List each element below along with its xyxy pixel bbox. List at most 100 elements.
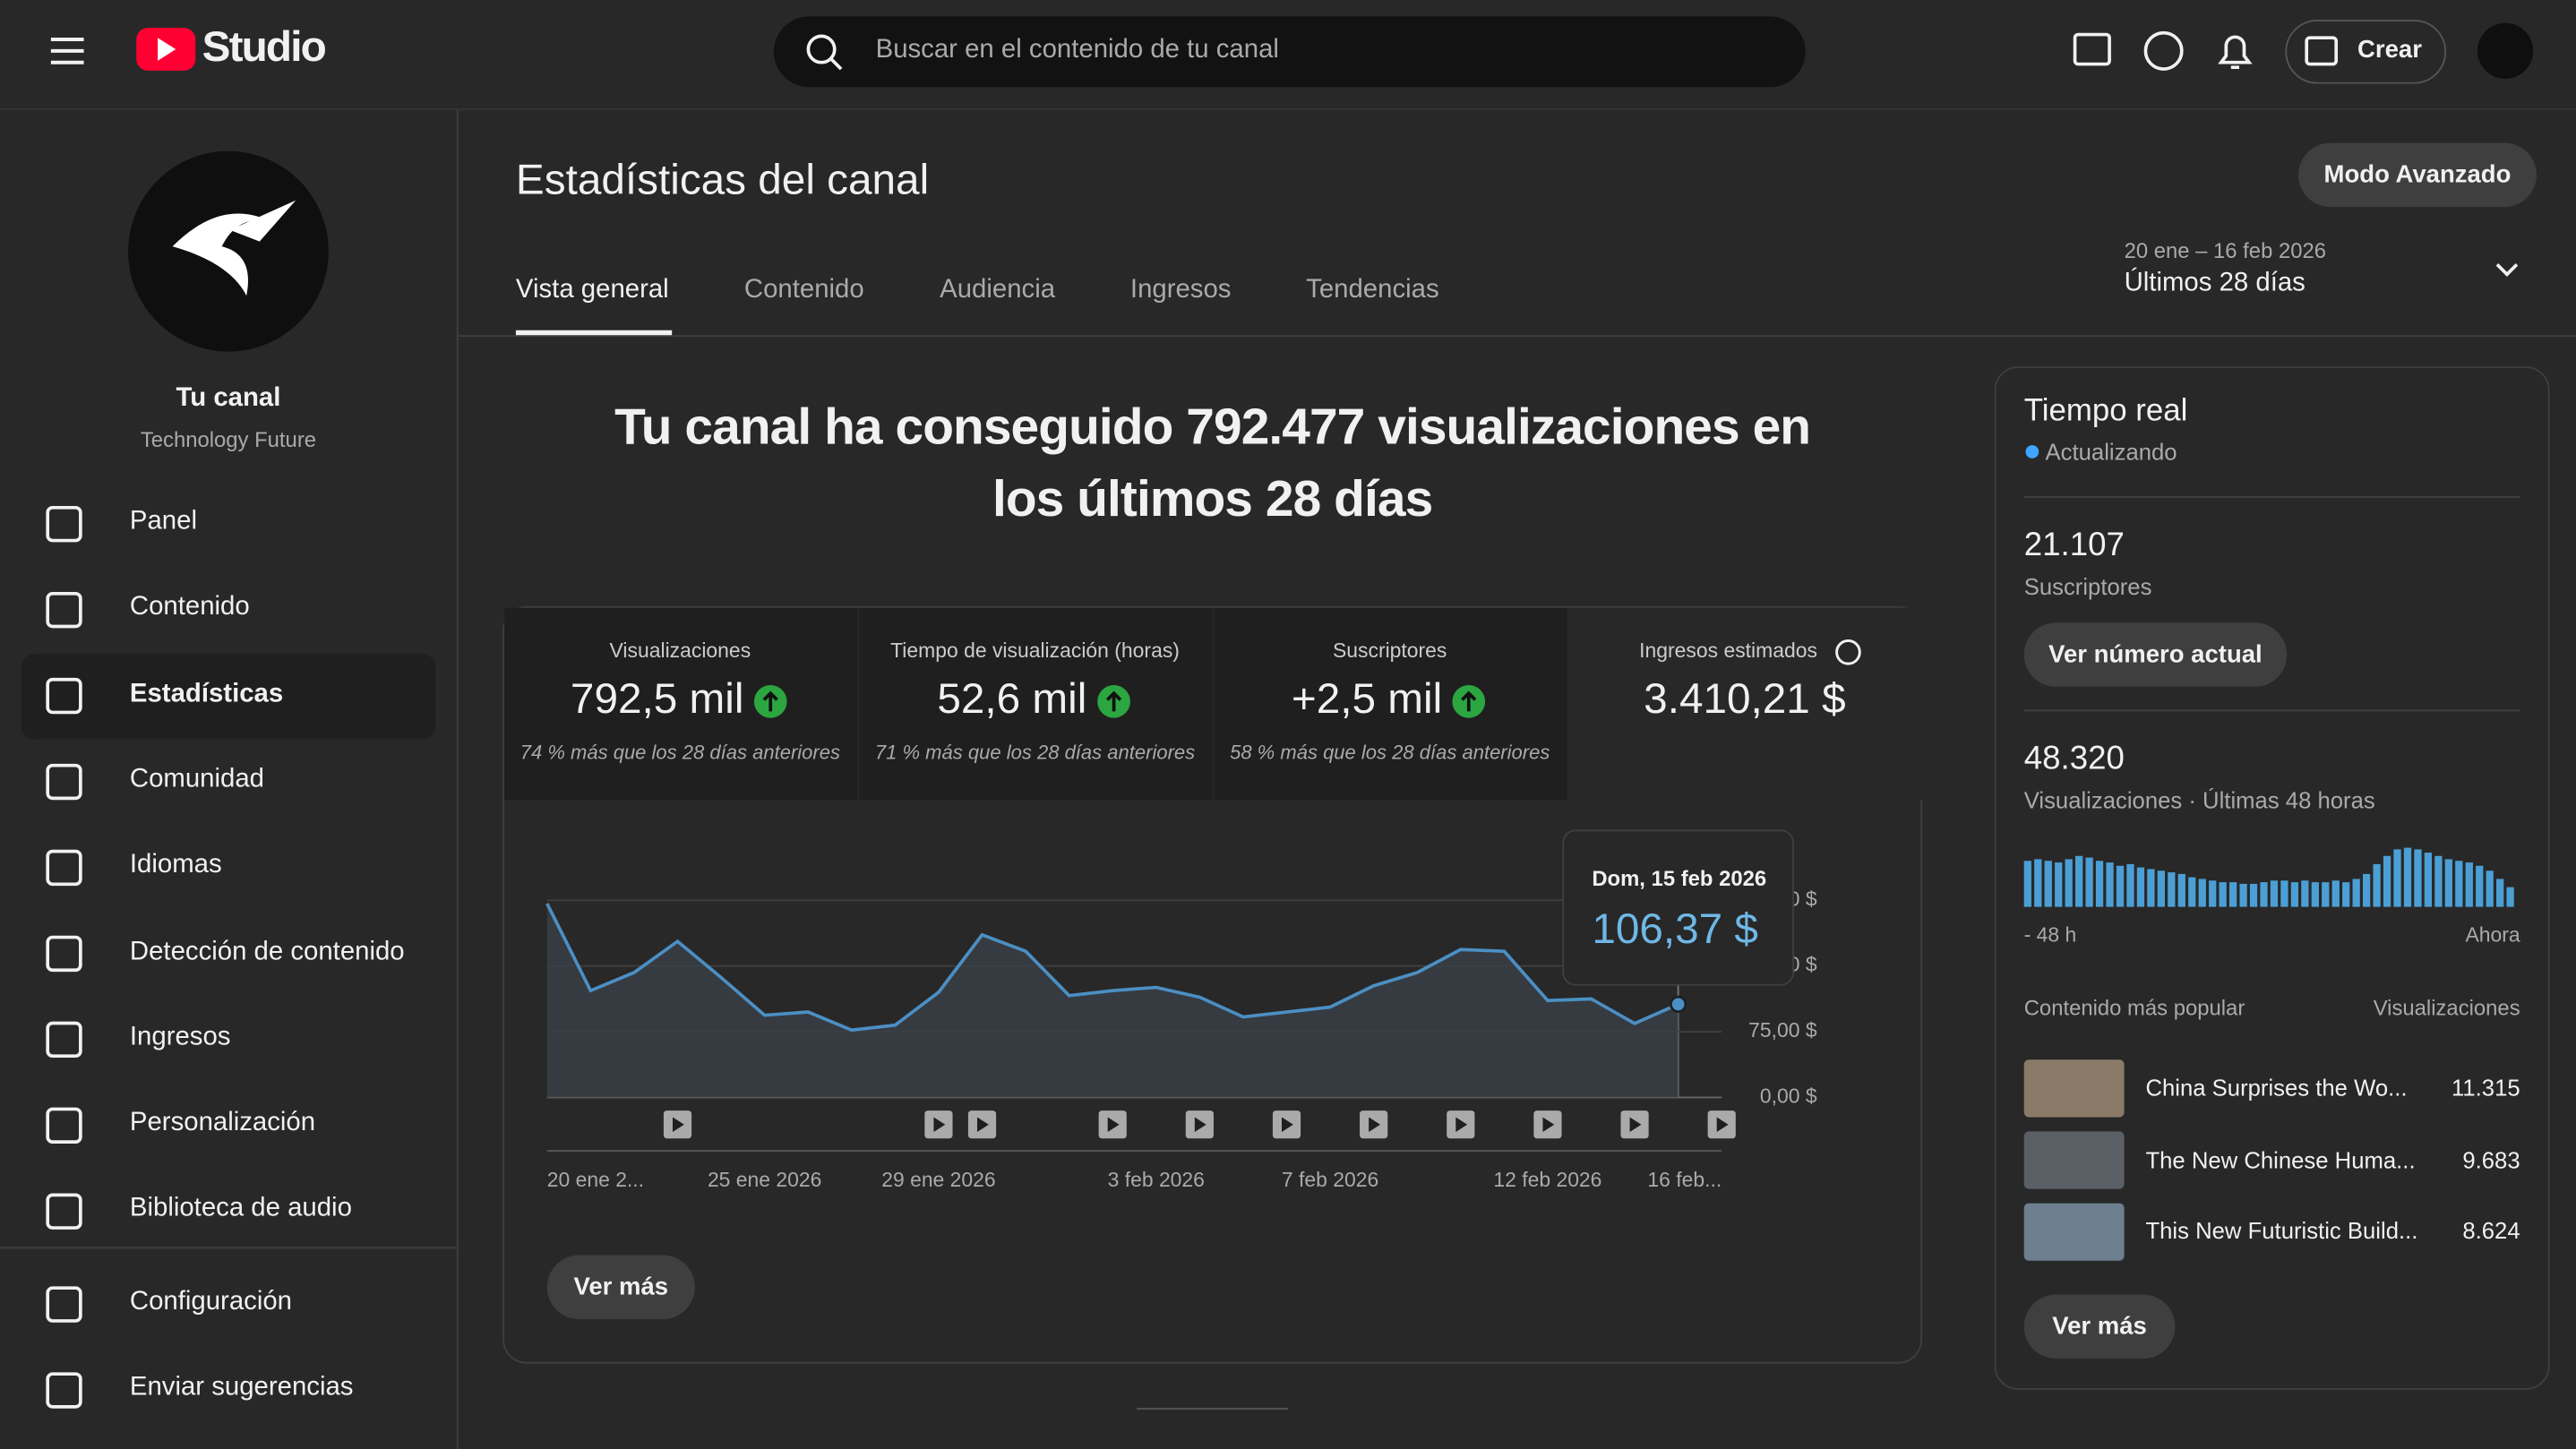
bar [2168, 872, 2176, 907]
trend-arrow [1461, 690, 1477, 712]
bar [2465, 862, 2473, 907]
notifications-icon[interactable] [2218, 35, 2253, 70]
trend-arrow [762, 690, 778, 712]
video-marker-play [1369, 1117, 1380, 1132]
nav-item[interactable]: Enviar sugerencias [129, 1374, 354, 1402]
realtime-see-more[interactable]: Ver más [2023, 1294, 2176, 1359]
headline: Tu canal ha conseguido 792.477 visualiza… [614, 397, 1811, 527]
bar [2393, 849, 2401, 907]
bar [2095, 861, 2104, 907]
metric-label: Tiempo de visualización (horas) [890, 639, 1180, 663]
bar [2034, 859, 2042, 907]
nav-item[interactable]: Detección de contenido [129, 937, 405, 965]
create-button[interactable] [2285, 20, 2447, 84]
bar [2188, 877, 2196, 907]
channel-handle: Technology Future [140, 426, 317, 452]
menu-icon[interactable] [50, 38, 84, 64]
search-placeholder[interactable]: Buscar en el contenido de tu canal [875, 36, 1279, 64]
video-marker-play [933, 1117, 946, 1132]
bar [2106, 862, 2114, 907]
thumbnail [2023, 1203, 2125, 1261]
realtime-card [1994, 366, 2550, 1390]
tab[interactable]: Vista general [515, 276, 669, 304]
bar [2136, 867, 2145, 907]
video-marker-play [1282, 1117, 1293, 1132]
metric-note: 58 % más que los 28 días anteriores [1230, 741, 1550, 765]
top-title[interactable]: This New Futuristic Build... [2145, 1218, 2418, 1245]
bar [2260, 882, 2268, 907]
bar [2486, 870, 2494, 907]
page-title: Estadísticas del canal [515, 154, 930, 204]
realtime-status: Actualizando [2045, 438, 2177, 466]
tab[interactable]: Tendencias [1306, 276, 1439, 304]
see-more-button[interactable]: Ver más [546, 1255, 695, 1320]
period[interactable]: Últimos 28 días [2124, 269, 2306, 298]
top-title: Contenido más popular [2023, 995, 2245, 1021]
nav-icon [46, 1021, 82, 1059]
bar [2311, 882, 2319, 907]
nav-item[interactable]: Estadísticas [129, 679, 284, 707]
hover-point [1670, 995, 1687, 1013]
tab[interactable]: Audiencia [940, 276, 1056, 304]
nav-item[interactable]: Personalización [129, 1109, 316, 1137]
top-metric: Visualizaciones [2373, 995, 2520, 1021]
nav-icon [46, 1107, 82, 1144]
metric-label: Suscriptores [1332, 639, 1447, 663]
x-tick-label: 12 feb 2026 [1493, 1168, 1601, 1191]
top-views: 8.624 [2462, 1218, 2520, 1245]
tab[interactable]: Ingresos [1129, 276, 1232, 304]
bar [2383, 855, 2391, 907]
comments-icon[interactable] [2073, 32, 2111, 66]
nav-item[interactable]: Biblioteca de audio [129, 1195, 352, 1223]
nav-icon [46, 591, 82, 629]
top-title[interactable]: The New Chinese Huma... [2145, 1145, 2416, 1173]
bar [2403, 847, 2412, 907]
search-bar[interactable] [773, 16, 1806, 88]
subscribers-label: Suscriptores [2023, 573, 2152, 600]
video-marker-play [1542, 1117, 1555, 1132]
bar [2249, 883, 2258, 907]
bar [2444, 859, 2452, 907]
x-tick-label: 29 ene 2026 [881, 1168, 995, 1191]
bar [2126, 863, 2134, 907]
top-title[interactable]: China Surprises the Wo... [2145, 1074, 2408, 1102]
bar [2352, 879, 2360, 907]
help-icon[interactable] [2143, 30, 2184, 71]
nav-item[interactable]: Idiomas [129, 851, 222, 879]
thumbnail [2023, 1131, 2125, 1189]
bar [2331, 880, 2340, 907]
y-tick-label: 75,00 $ [1748, 1018, 1817, 1042]
avatar-small[interactable] [2477, 22, 2534, 80]
top-views: 11.315 [2451, 1074, 2520, 1102]
search-icon [806, 34, 837, 64]
nav-item[interactable]: Ingresos [129, 1023, 231, 1051]
tooltip-value: 106,37 $ [1592, 903, 1758, 953]
video-marker-play [1194, 1117, 1206, 1132]
x-tick-label: Ahora [2466, 923, 2520, 947]
create-label[interactable]: Crear [2357, 36, 2422, 64]
realtime-title: Tiempo real [2023, 394, 2188, 429]
nav-icon [46, 1372, 82, 1409]
nav-item[interactable]: Comunidad [129, 765, 264, 793]
bar [2116, 865, 2125, 907]
tab[interactable]: Contenido [743, 276, 864, 304]
line [545, 903, 1679, 1033]
views-label: Visualizaciones · Últimas 48 horas [2023, 786, 2375, 814]
current-number-button[interactable]: Ver número actual [2023, 622, 2288, 687]
nav-item[interactable]: Panel [129, 507, 197, 536]
bar [2290, 882, 2299, 907]
nav-item[interactable]: Configuración [129, 1288, 292, 1316]
nav-item[interactable]: Contenido [129, 593, 250, 622]
bar [2044, 861, 2052, 907]
date-dropdown-icon[interactable] [2495, 263, 2519, 277]
bar [2065, 859, 2073, 907]
area [546, 903, 1679, 1098]
x-tick-label: 3 feb 2026 [1108, 1168, 1205, 1191]
nav-icon [46, 506, 82, 543]
overview-card [502, 605, 1922, 1364]
bar [2147, 869, 2155, 907]
bar [2023, 861, 2031, 907]
advanced-mode-button[interactable]: Modo Avanzado [2298, 142, 2537, 208]
